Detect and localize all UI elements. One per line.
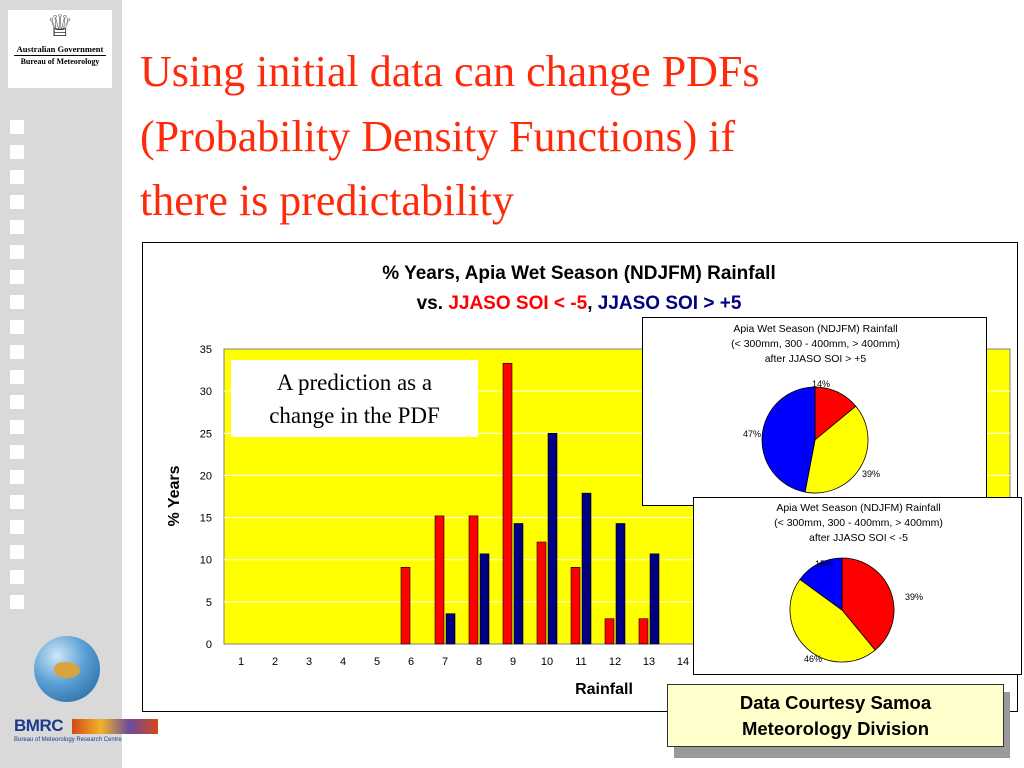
pie-chart-soi-positive-frame: Apia Wet Season (NDJFM) Rainfall (< 300mm… [642, 317, 987, 506]
coat-of-arms-icon: ♕ [46, 9, 74, 44]
sidebar-square [10, 495, 24, 509]
chart-title-series-blue: JJASO SOI > +5 [598, 293, 742, 314]
globe-icon [34, 636, 100, 702]
pie-title-line: after JJASO SOI < -5 [809, 532, 908, 544]
x-tick-label: 2 [272, 656, 278, 668]
bar-series-1 [468, 515, 479, 645]
x-tick-label: 13 [643, 656, 655, 668]
pie-chart-soi-negative-frame: Apia Wet Season (NDJFM) Rainfall (< 300mm… [693, 497, 1022, 675]
pie-chart-soi-positive: Apia Wet Season (NDJFM) Rainfall (< 300mm… [731, 323, 900, 494]
pie-title-line: Apia Wet Season (NDJFM) Rainfall [776, 502, 940, 514]
bar-series-1 [536, 541, 547, 645]
logo-bureau-text: Bureau of Meteorology [14, 55, 106, 67]
pie-slice [789, 578, 876, 663]
y-tick-label: 5 [206, 597, 212, 609]
bar-series-2 [581, 492, 592, 645]
sidebar-square [10, 470, 24, 484]
pie-slice-label: 15% [815, 559, 833, 569]
y-tick-label: 10 [200, 555, 212, 567]
sidebar-square [10, 120, 24, 134]
bmrc-logo: BMRC Bureau of Meteorology Research Cent… [14, 716, 160, 750]
sidebar-square [10, 170, 24, 184]
bar-series-2 [547, 432, 558, 645]
sidebar-square [10, 270, 24, 284]
y-tick-label: 35 [200, 344, 212, 356]
sidebar-square [10, 445, 24, 459]
chart-title-line1: % Years, Apia Wet Season (NDJFM) Rainfal… [382, 263, 775, 284]
bmrc-subtitle: Bureau of Meteorology Research Centre [14, 737, 122, 743]
bmrc-name: BMRC [14, 716, 64, 735]
sidebar-square [10, 220, 24, 234]
x-tick-label: 3 [306, 656, 312, 668]
sidebar-square [10, 395, 24, 409]
bar-series-2 [615, 523, 626, 645]
pie-title-line: Apia Wet Season (NDJFM) Rainfall [733, 323, 897, 335]
pie-slice [761, 386, 816, 493]
logo-government-text: Australian Government [16, 44, 104, 54]
data-courtesy-box: Data Courtesy Samoa Meteorology Division [667, 684, 1004, 747]
sidebar-square [10, 420, 24, 434]
chart-title-series-red: JJASO SOI < -5 [448, 293, 587, 314]
sidebar-square [10, 370, 24, 384]
x-tick-label: 1 [238, 656, 244, 668]
sidebar-square [10, 345, 24, 359]
sidebar-square [10, 195, 24, 209]
sidebar-square [10, 570, 24, 584]
pie-chart-soi-negative: Apia Wet Season (NDJFM) Rainfall (< 300mm… [774, 502, 943, 664]
x-tick-label: 10 [541, 656, 553, 668]
bar-series-1 [604, 618, 615, 645]
sidebar-square [10, 595, 24, 609]
x-tick-label: 4 [340, 656, 346, 668]
x-tick-label: 12 [609, 656, 621, 668]
x-tick-label: 5 [374, 656, 380, 668]
chart-title-prefix: vs. [417, 293, 449, 314]
x-tick-label: 9 [510, 656, 516, 668]
pie-slice-label: 14% [812, 379, 830, 389]
bar-series-2 [649, 553, 660, 645]
bar-series-1 [570, 566, 581, 645]
pie-slice-label: 39% [905, 592, 923, 602]
bar-series-1 [638, 618, 649, 645]
bar-series-1 [434, 515, 445, 645]
bar-series-2 [513, 523, 524, 645]
sidebar-square [10, 245, 24, 259]
x-tick-label: 7 [442, 656, 448, 668]
bmrc-image-strip [72, 719, 158, 734]
y-axis-label: % Years [166, 465, 183, 526]
x-tick-label: 8 [476, 656, 482, 668]
y-tick-label: 30 [200, 386, 212, 398]
bar-series-1 [502, 363, 513, 645]
government-logo: ♕ Australian Government Bureau of Meteor… [8, 10, 112, 88]
x-tick-label: 14 [677, 656, 689, 668]
bar-series-2 [445, 613, 456, 645]
bar-series-1 [400, 566, 411, 645]
sidebar-square [10, 295, 24, 309]
sidebar-square [10, 520, 24, 534]
sidebar-square [10, 145, 24, 159]
y-tick-label: 15 [200, 513, 212, 525]
pie-slice-label: 47% [743, 429, 761, 439]
pie-slice [804, 405, 869, 494]
pie-title-line: (< 300mm, 300 - 400mm, > 400mm) [774, 517, 943, 529]
pie-slice-label: 39% [862, 469, 880, 479]
y-tick-label: 20 [200, 470, 212, 482]
pie-title-line: after JJASO SOI > +5 [765, 353, 867, 365]
chart-title-sep: , [587, 293, 598, 314]
pie-title-line: (< 300mm, 300 - 400mm, > 400mm) [731, 338, 900, 350]
slide-title: Using initial data can change PDFs (Prob… [140, 47, 760, 226]
y-tick-label: 25 [200, 428, 212, 440]
prediction-callout: A prediction as a change in the PDF [231, 360, 478, 437]
sidebar-square [10, 320, 24, 334]
x-axis-label: Rainfall [575, 681, 633, 698]
pie-slice [799, 557, 843, 611]
chart-title-line2: vs. JJASO SOI < -5, JJASO SOI > +5 [417, 293, 742, 314]
sidebar-square [10, 545, 24, 559]
y-tick-label: 0 [206, 639, 212, 651]
pie-slice [841, 557, 895, 651]
bar-series-2 [479, 553, 490, 645]
pie-slice-label: 46% [804, 654, 822, 664]
x-tick-label: 6 [408, 656, 414, 668]
x-tick-label: 11 [575, 656, 586, 668]
